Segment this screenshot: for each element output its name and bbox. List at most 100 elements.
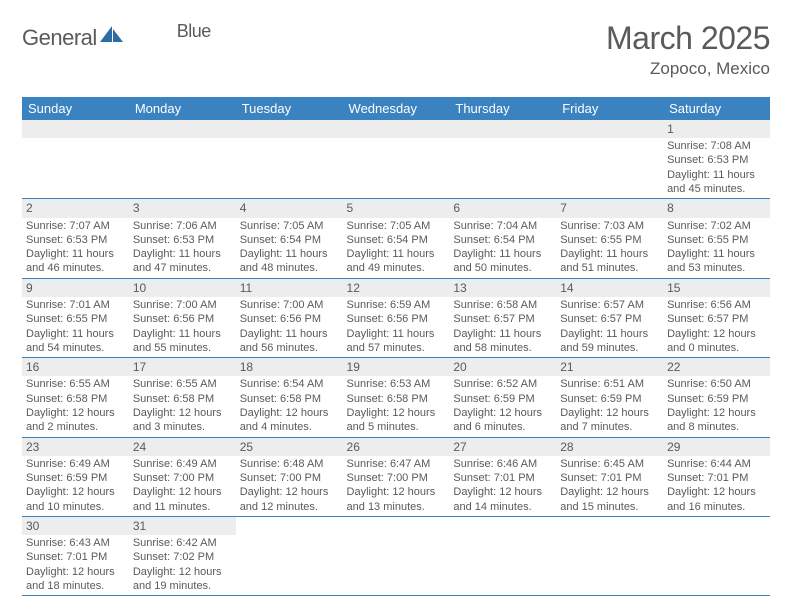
day-number: 13 [449,279,556,297]
day-cell [236,120,343,199]
dayhead-sat: Saturday [663,97,770,120]
day-number: 30 [22,517,129,535]
day-cell [449,120,556,199]
day-cell: 23Sunrise: 6:49 AMSunset: 6:59 PMDayligh… [22,437,129,516]
day-number-empty [129,120,236,138]
day-cell: 17Sunrise: 6:55 AMSunset: 6:58 PMDayligh… [129,358,236,437]
day-detail: Sunrise: 6:55 AMSunset: 6:58 PMDaylight:… [22,376,129,436]
day-number: 29 [663,438,770,456]
dayhead-tue: Tuesday [236,97,343,120]
month-title: March 2025 [606,20,770,57]
day-cell: 27Sunrise: 6:46 AMSunset: 7:01 PMDayligh… [449,437,556,516]
day-detail: Sunrise: 7:03 AMSunset: 6:55 PMDaylight:… [556,218,663,278]
day-cell: 31Sunrise: 6:42 AMSunset: 7:02 PMDayligh… [129,516,236,595]
day-number: 12 [343,279,450,297]
title-block: March 2025 Zopoco, Mexico [606,20,770,79]
dayhead-sun: Sunday [22,97,129,120]
day-detail: Sunrise: 7:05 AMSunset: 6:54 PMDaylight:… [343,218,450,278]
day-detail: Sunrise: 6:54 AMSunset: 6:58 PMDaylight:… [236,376,343,436]
day-cell: 1Sunrise: 7:08 AMSunset: 6:53 PMDaylight… [663,120,770,199]
day-number: 9 [22,279,129,297]
day-number: 10 [129,279,236,297]
day-detail: Sunrise: 7:08 AMSunset: 6:53 PMDaylight:… [663,138,770,198]
week-row: 30Sunrise: 6:43 AMSunset: 7:01 PMDayligh… [22,516,770,595]
day-cell: 25Sunrise: 6:48 AMSunset: 7:00 PMDayligh… [236,437,343,516]
day-detail: Sunrise: 6:57 AMSunset: 6:57 PMDaylight:… [556,297,663,357]
week-row: 1Sunrise: 7:08 AMSunset: 6:53 PMDaylight… [22,120,770,199]
day-number: 2 [22,199,129,217]
day-detail: Sunrise: 6:49 AMSunset: 6:59 PMDaylight:… [22,456,129,516]
day-number: 5 [343,199,450,217]
day-number: 31 [129,517,236,535]
day-number-empty [556,120,663,138]
day-cell: 7Sunrise: 7:03 AMSunset: 6:55 PMDaylight… [556,199,663,278]
day-cell: 3Sunrise: 7:06 AMSunset: 6:53 PMDaylight… [129,199,236,278]
day-detail: Sunrise: 6:55 AMSunset: 6:58 PMDaylight:… [129,376,236,436]
week-row: 2Sunrise: 7:07 AMSunset: 6:53 PMDaylight… [22,199,770,278]
day-number: 24 [129,438,236,456]
day-cell [556,120,663,199]
day-cell: 2Sunrise: 7:07 AMSunset: 6:53 PMDaylight… [22,199,129,278]
header: General Blue March 2025 Zopoco, Mexico [22,20,770,79]
day-cell [129,120,236,199]
week-row: 16Sunrise: 6:55 AMSunset: 6:58 PMDayligh… [22,358,770,437]
day-cell: 13Sunrise: 6:58 AMSunset: 6:57 PMDayligh… [449,278,556,357]
day-detail: Sunrise: 7:00 AMSunset: 6:56 PMDaylight:… [236,297,343,357]
day-cell [343,120,450,199]
day-cell: 26Sunrise: 6:47 AMSunset: 7:00 PMDayligh… [343,437,450,516]
day-number: 22 [663,358,770,376]
dayhead-mon: Monday [129,97,236,120]
day-cell [343,516,450,595]
day-number: 28 [556,438,663,456]
logo-text-blue: Blue [177,21,211,42]
day-number-empty [22,120,129,138]
day-number: 14 [556,279,663,297]
day-cell: 12Sunrise: 6:59 AMSunset: 6:56 PMDayligh… [343,278,450,357]
day-detail: Sunrise: 7:01 AMSunset: 6:55 PMDaylight:… [22,297,129,357]
day-number: 23 [22,438,129,456]
day-number: 21 [556,358,663,376]
day-number: 4 [236,199,343,217]
day-cell: 30Sunrise: 6:43 AMSunset: 7:01 PMDayligh… [22,516,129,595]
dayhead-fri: Friday [556,97,663,120]
day-cell: 14Sunrise: 6:57 AMSunset: 6:57 PMDayligh… [556,278,663,357]
day-detail: Sunrise: 6:59 AMSunset: 6:56 PMDaylight:… [343,297,450,357]
day-cell: 24Sunrise: 6:49 AMSunset: 7:00 PMDayligh… [129,437,236,516]
day-cell [22,120,129,199]
day-number: 20 [449,358,556,376]
day-number: 6 [449,199,556,217]
day-detail: Sunrise: 6:50 AMSunset: 6:59 PMDaylight:… [663,376,770,436]
day-cell: 9Sunrise: 7:01 AMSunset: 6:55 PMDaylight… [22,278,129,357]
week-row: 23Sunrise: 6:49 AMSunset: 6:59 PMDayligh… [22,437,770,516]
day-cell: 16Sunrise: 6:55 AMSunset: 6:58 PMDayligh… [22,358,129,437]
day-number: 18 [236,358,343,376]
day-detail: Sunrise: 7:02 AMSunset: 6:55 PMDaylight:… [663,218,770,278]
logo: General Blue [22,24,163,51]
dayhead-thu: Thursday [449,97,556,120]
day-cell: 28Sunrise: 6:45 AMSunset: 7:01 PMDayligh… [556,437,663,516]
calendar-body: 1Sunrise: 7:08 AMSunset: 6:53 PMDaylight… [22,120,770,596]
day-cell: 29Sunrise: 6:44 AMSunset: 7:01 PMDayligh… [663,437,770,516]
day-cell [556,516,663,595]
day-cell: 22Sunrise: 6:50 AMSunset: 6:59 PMDayligh… [663,358,770,437]
day-detail: Sunrise: 6:45 AMSunset: 7:01 PMDaylight:… [556,456,663,516]
day-cell: 19Sunrise: 6:53 AMSunset: 6:58 PMDayligh… [343,358,450,437]
day-detail: Sunrise: 7:06 AMSunset: 6:53 PMDaylight:… [129,218,236,278]
day-number-empty [236,120,343,138]
day-cell [449,516,556,595]
day-cell: 4Sunrise: 7:05 AMSunset: 6:54 PMDaylight… [236,199,343,278]
day-header-row: Sunday Monday Tuesday Wednesday Thursday… [22,97,770,120]
day-cell: 8Sunrise: 7:02 AMSunset: 6:55 PMDaylight… [663,199,770,278]
day-number: 8 [663,199,770,217]
day-number: 3 [129,199,236,217]
day-cell: 6Sunrise: 7:04 AMSunset: 6:54 PMDaylight… [449,199,556,278]
day-detail: Sunrise: 6:48 AMSunset: 7:00 PMDaylight:… [236,456,343,516]
day-number: 16 [22,358,129,376]
day-cell [663,516,770,595]
day-number: 26 [343,438,450,456]
day-cell: 21Sunrise: 6:51 AMSunset: 6:59 PMDayligh… [556,358,663,437]
day-number: 1 [663,120,770,138]
day-detail: Sunrise: 6:42 AMSunset: 7:02 PMDaylight:… [129,535,236,595]
day-cell [236,516,343,595]
day-number: 11 [236,279,343,297]
